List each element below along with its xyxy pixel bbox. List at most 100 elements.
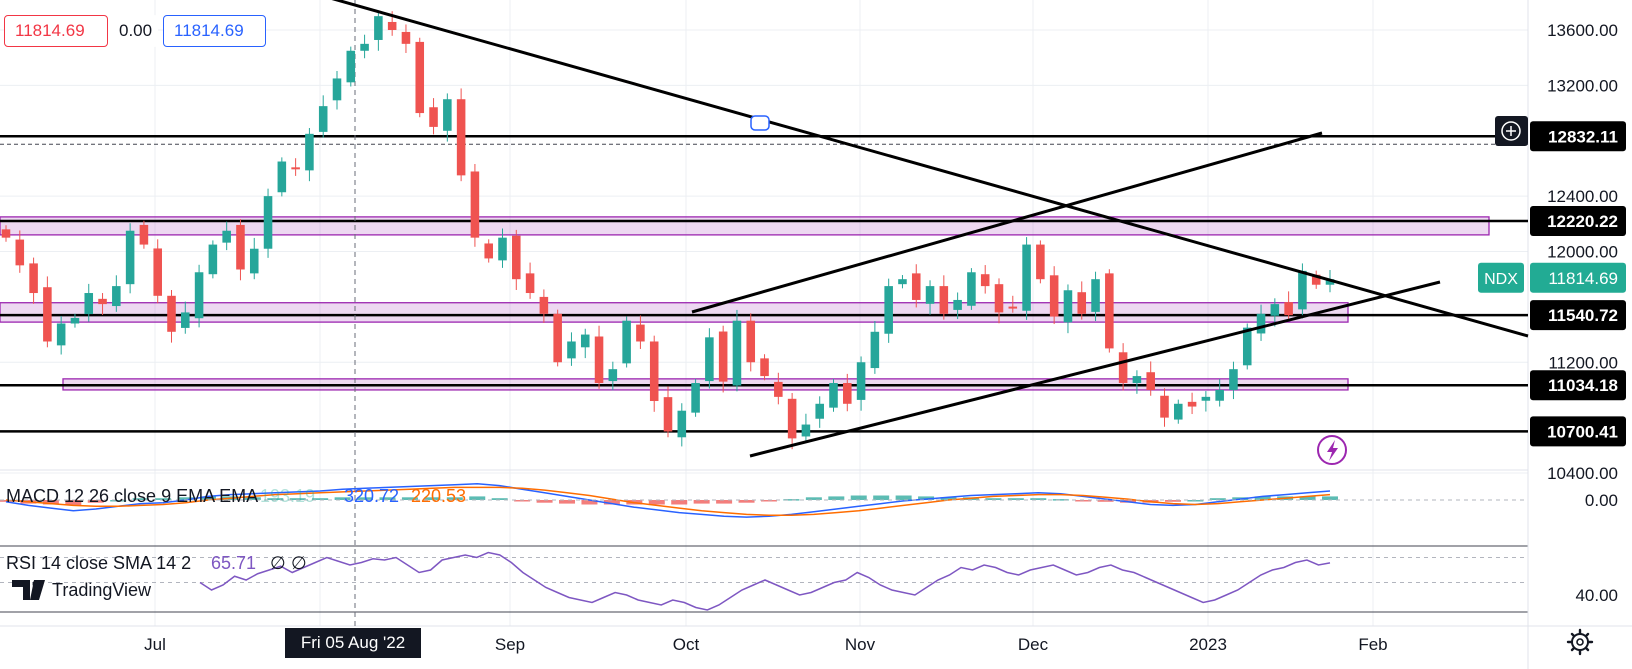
candle-body-96[interactable] [1325,279,1335,285]
candle-body-94[interactable] [1298,270,1307,310]
candle-body-25[interactable] [346,50,356,83]
candle-body-82[interactable] [1132,376,1142,384]
candle-body-41[interactable] [567,341,576,359]
candle-body-86[interactable] [1187,401,1197,407]
candle-body-19[interactable] [263,196,273,249]
candle-body-85[interactable] [1174,403,1183,420]
candle-body-22[interactable] [305,133,314,171]
candle-body-38[interactable] [525,273,535,294]
candlestick-series[interactable] [1,10,1335,450]
candle-body-58[interactable] [801,424,811,437]
candle-body-84[interactable] [1160,395,1169,418]
candle-body-57[interactable] [787,398,797,439]
candle-body-23[interactable] [318,106,328,132]
candle-body-2[interactable] [29,263,38,294]
candle-body-4[interactable] [56,323,66,346]
candle-body-8[interactable] [112,286,121,307]
trendline-handle[interactable] [750,115,770,131]
candle-body-29[interactable] [401,31,411,44]
candle-body-9[interactable] [125,230,135,285]
candle-body-33[interactable] [456,99,466,176]
candle-body-26[interactable] [360,43,369,51]
candle-body-93[interactable] [1284,302,1293,316]
candle-body-42[interactable] [580,334,590,348]
candle-body-34[interactable] [470,171,480,238]
candle-body-7[interactable] [98,298,107,305]
candle-body-59[interactable] [815,403,824,419]
candle-body-39[interactable] [539,296,549,314]
candle-body-17[interactable] [236,224,245,270]
candle-body-31[interactable] [429,107,438,127]
candle-body-61[interactable] [843,383,852,404]
candle-body-10[interactable] [139,224,149,245]
trendlines[interactable] [330,0,1529,458]
candle-body-46[interactable] [636,324,645,342]
candle-body-5[interactable] [70,317,80,324]
candle-body-51[interactable] [705,337,714,382]
alert-icon[interactable] [1317,435,1347,465]
candle-body-78[interactable] [1077,292,1087,314]
candle-body-24[interactable] [332,78,342,101]
candle-body-54[interactable] [746,320,756,363]
candle-body-36[interactable] [498,237,507,261]
candle-body-56[interactable] [774,381,783,397]
candle-body-0[interactable] [1,229,11,238]
candle-body-66[interactable] [911,273,921,300]
candle-body-3[interactable] [43,287,52,342]
candle-body-89[interactable] [1229,369,1238,390]
candle-body-88[interactable] [1215,389,1224,401]
candle-body-11[interactable] [153,248,162,296]
macd-legend[interactable]: MACD 12 26 close 9 EMA EMA 193.19 320.72… [6,486,466,506]
candle-body-65[interactable] [898,279,907,285]
candle-body-60[interactable] [829,383,838,408]
candle-body-67[interactable] [925,286,935,304]
candle-body-79[interactable] [1091,279,1100,312]
candle-body-47[interactable] [649,341,659,402]
candle-body-48[interactable] [663,397,673,432]
candle-body-72[interactable] [994,284,1004,313]
candle-body-28[interactable] [387,21,397,30]
price-scale[interactable]: 13600.00 13200.00 12400.00 12000.00 11200.00… [1547,21,1618,605]
candle-body-16[interactable] [222,230,231,243]
candle-body-53[interactable] [732,320,742,386]
candle-body-52[interactable] [718,331,728,382]
candle-body-81[interactable] [1118,352,1128,384]
candle-body-32[interactable] [443,99,452,131]
candle-body-95[interactable] [1311,274,1321,285]
candle-body-21[interactable] [291,167,300,170]
candle-body-71[interactable] [980,274,990,287]
candle-body-20[interactable] [277,161,287,193]
candle-body-75[interactable] [1036,244,1045,280]
candle-body-45[interactable] [622,320,631,364]
candle-body-44[interactable] [608,369,618,382]
rectangle-zones[interactable] [0,216,1490,391]
candle-body-55[interactable] [760,358,769,377]
candle-body-49[interactable] [677,410,687,438]
crosshair-plus-icon[interactable] [1495,116,1528,146]
candle-body-1[interactable] [15,239,25,266]
candle-body-74[interactable] [1022,244,1031,311]
candle-body-30[interactable] [415,41,425,114]
candle-body-69[interactable] [953,299,962,310]
candle-body-64[interactable] [884,286,893,334]
candle-body-6[interactable] [84,293,94,315]
settings-gear-icon[interactable] [1566,628,1594,656]
rsi-legend[interactable]: RSI 14 close SMA 14 2 65.71 ∅ ∅ [6,553,307,573]
candle-body-80[interactable] [1105,273,1114,349]
candle-body-37[interactable] [512,235,521,280]
candle-body-62[interactable] [856,362,866,400]
candle-body-70[interactable] [967,272,976,306]
candle-body-40[interactable] [553,313,562,363]
candle-body-90[interactable] [1242,327,1252,366]
candle-body-14[interactable] [194,272,204,319]
candle-body-12[interactable] [167,295,176,332]
candle-body-43[interactable] [594,336,604,384]
candle-body-83[interactable] [1146,372,1155,390]
candle-body-87[interactable] [1201,396,1211,401]
candle-body-27[interactable] [374,16,383,40]
candle-body-92[interactable] [1270,304,1280,316]
candle-body-77[interactable] [1063,290,1073,323]
candle-body-63[interactable] [870,331,880,369]
time-scale[interactable]: Jul Sep Oct Nov Dec 2023 Feb [144,635,1388,654]
